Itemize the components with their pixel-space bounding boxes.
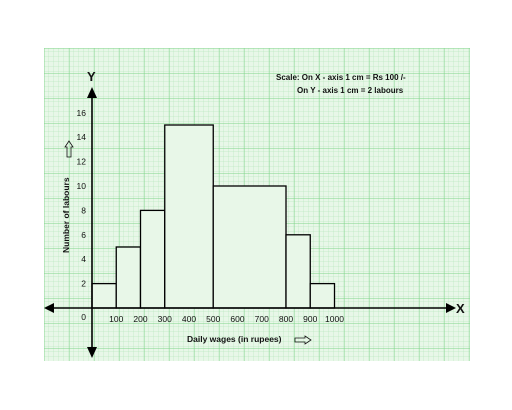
scale-note-line-1: Scale: On X - axis 1 cm = Rs 100 /- — [276, 73, 406, 82]
x-tick-label: 300 — [158, 314, 172, 324]
y-tick-label: 2 — [81, 279, 86, 289]
x-tick-label: 100 — [109, 314, 123, 324]
y-tick-label: 16 — [77, 108, 87, 118]
y-axis-bottom-arrow — [87, 347, 97, 358]
x-tick-label: 900 — [303, 314, 317, 324]
y-tick-label: 12 — [77, 157, 87, 167]
y-axis-title: Number of labours — [61, 177, 71, 253]
histogram-bar — [139, 209, 166, 309]
y-tick-label: 4 — [81, 254, 86, 264]
histogram-bar — [164, 124, 214, 309]
x-axis-left-arrow — [44, 303, 54, 313]
y-tick-label: 8 — [81, 205, 86, 215]
origin-label: 0 — [81, 312, 86, 322]
x-axis-letter: X — [456, 301, 465, 316]
y-tick-label: 10 — [77, 181, 87, 191]
x-tick-label: 500 — [206, 314, 220, 324]
y-axis-title-arrow — [64, 140, 74, 158]
x-tick-label: 600 — [230, 314, 244, 324]
x-tick-label: 800 — [279, 314, 293, 324]
histogram-bar — [212, 185, 287, 309]
x-axis-title-arrow — [294, 335, 312, 345]
scale-note-line-2: On Y - axis 1 cm = 2 labours — [297, 86, 404, 95]
histogram-bar — [309, 282, 336, 309]
y-axis-top-arrow — [87, 87, 97, 98]
x-tick-label: 200 — [133, 314, 147, 324]
histogram-bar — [285, 234, 311, 309]
y-axis-letter: Y — [87, 69, 96, 84]
histogram-bar — [115, 246, 142, 309]
x-axis-title: Daily wages (in rupees) — [187, 334, 282, 344]
x-tick-label: 1000 — [325, 314, 344, 324]
x-axis-right-arrow — [446, 303, 456, 313]
y-tick-label: 14 — [77, 132, 87, 142]
x-tick-label: 700 — [255, 314, 269, 324]
x-tick-label: 400 — [182, 314, 196, 324]
y-tick-label: 6 — [81, 230, 86, 240]
histogram-bar — [91, 282, 117, 309]
